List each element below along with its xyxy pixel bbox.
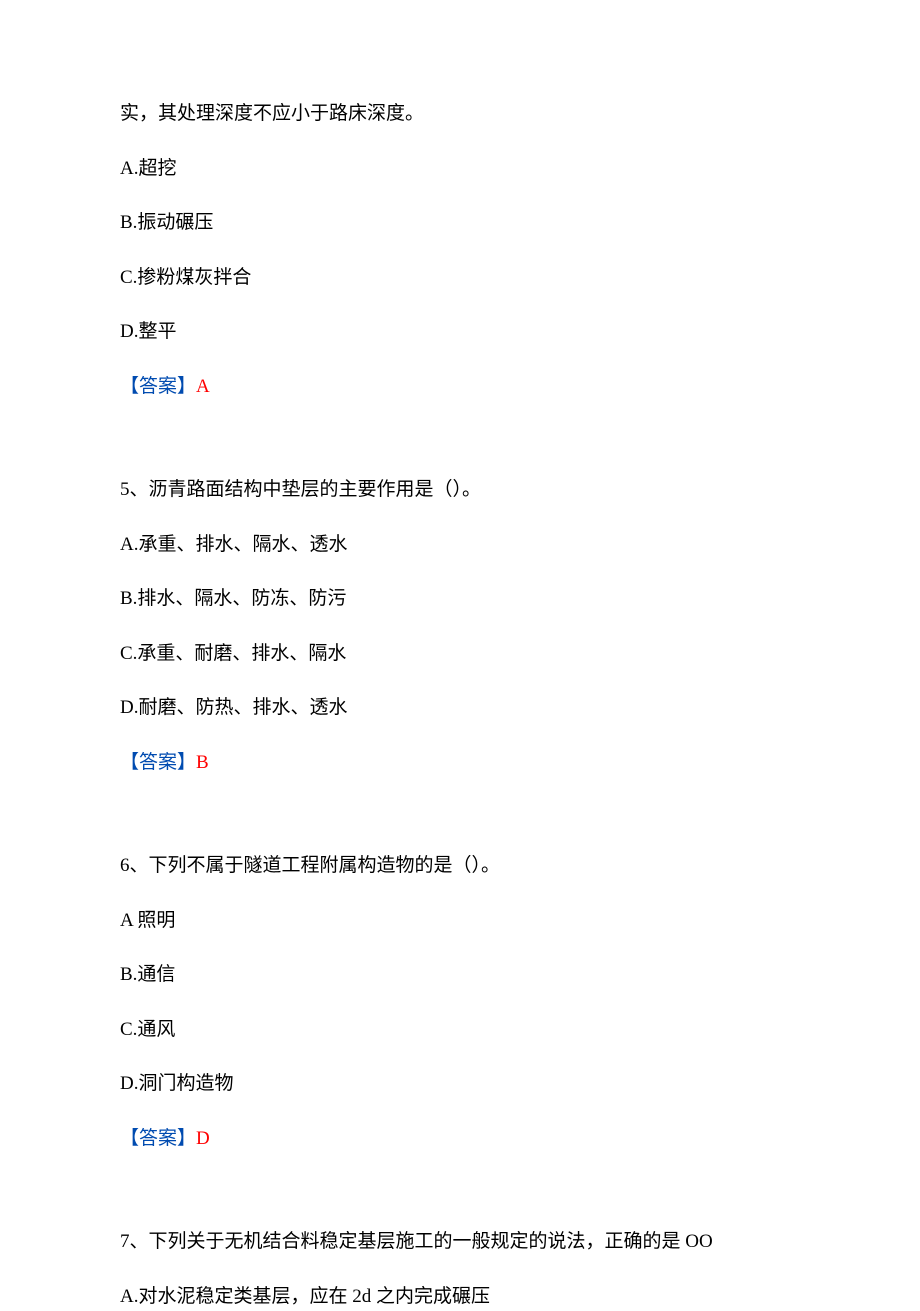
question-5-option-d: D.耐磨、防热、排水、透水	[120, 694, 800, 723]
question-4-option-d: D.整平	[120, 318, 800, 347]
answer-value: B	[196, 752, 209, 773]
question-5-option-a: A.承重、排水、隔水、透水	[120, 531, 800, 560]
question-7-option-a: A.对水泥稳定类基层，应在 2d 之内完成碾压	[120, 1283, 800, 1311]
question-6-stem: 6、下列不属于隧道工程附属构造物的是（）。	[120, 852, 800, 881]
question-4-answer: 【答案】A	[120, 373, 800, 402]
document-content: 实，其处理深度不应小于路床深度。 A.超挖 B.振动碾压 C.掺粉煤灰拌合 D.…	[120, 100, 800, 1311]
answer-label: 【答案】	[120, 752, 196, 773]
question-5: 5、沥青路面结构中垫层的主要作用是（）。 A.承重、排水、隔水、透水 B.排水、…	[120, 476, 800, 777]
question-4-option-c: C.掺粉煤灰拌合	[120, 264, 800, 293]
question-5-option-b: B.排水、隔水、防冻、防污	[120, 585, 800, 614]
question-5-answer: 【答案】B	[120, 749, 800, 778]
question-4-option-b: B.振动碾压	[120, 209, 800, 238]
question-4-option-a: A.超挖	[120, 155, 800, 184]
question-6-option-c: C.通风	[120, 1016, 800, 1045]
answer-value: A	[196, 376, 210, 397]
question-7-stem: 7、下列关于无机结合料稳定基层施工的一般规定的说法，正确的是 OO	[120, 1228, 800, 1257]
answer-label: 【答案】	[120, 1128, 196, 1149]
question-5-option-c: C.承重、耐磨、排水、隔水	[120, 640, 800, 669]
question-4-stem: 实，其处理深度不应小于路床深度。	[120, 100, 800, 129]
question-7-partial: 7、下列关于无机结合料稳定基层施工的一般规定的说法，正确的是 OO A.对水泥稳…	[120, 1228, 800, 1311]
question-6-option-a: A 照明	[120, 907, 800, 936]
question-4-partial: 实，其处理深度不应小于路床深度。 A.超挖 B.振动碾压 C.掺粉煤灰拌合 D.…	[120, 100, 800, 401]
question-6-option-b: B.通信	[120, 961, 800, 990]
question-6-answer: 【答案】D	[120, 1125, 800, 1154]
question-6: 6、下列不属于隧道工程附属构造物的是（）。 A 照明 B.通信 C.通风 D.洞…	[120, 852, 800, 1153]
question-5-stem: 5、沥青路面结构中垫层的主要作用是（）。	[120, 476, 800, 505]
answer-label: 【答案】	[120, 376, 196, 397]
question-6-option-d: D.洞门构造物	[120, 1070, 800, 1099]
answer-value: D	[196, 1128, 210, 1149]
